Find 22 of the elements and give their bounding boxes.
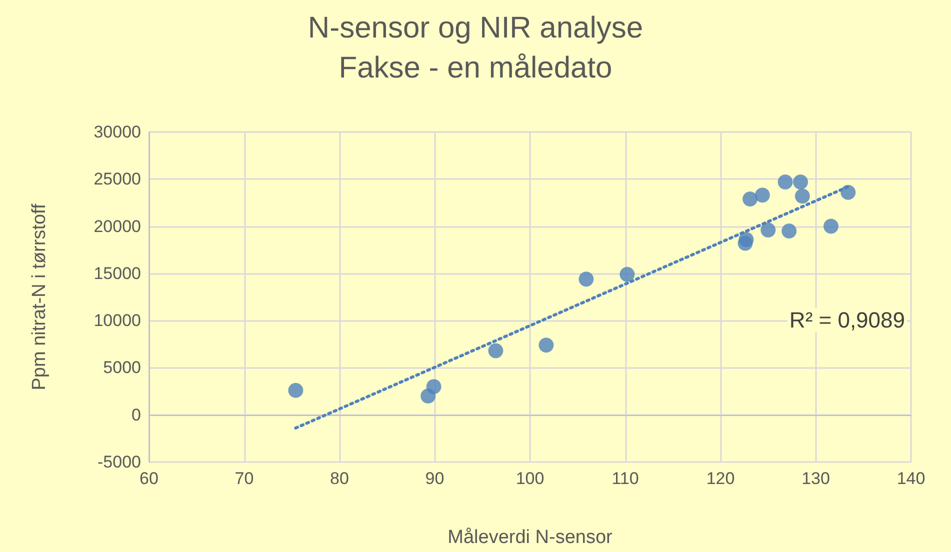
x-axis-title: Måleverdi N-sensor <box>448 527 614 548</box>
annotation: R² = 0,9089 <box>789 308 906 332</box>
y-tick-label: 5000 <box>103 358 141 378</box>
x-tick-label: 140 <box>896 469 926 488</box>
y-tick-label: -5000 <box>98 452 141 472</box>
y-axis-title: Ppm nitrat-N i tørrstoff <box>29 203 50 390</box>
y-tick-label: 15000 <box>94 264 141 283</box>
y-tick-label: 0 <box>132 405 141 424</box>
x-tick-label: 70 <box>234 469 254 488</box>
y-tick-label: 20000 <box>94 216 141 236</box>
x-tick-label: 110 <box>612 469 639 488</box>
x-tick-label: 60 <box>140 469 158 488</box>
x-tick-label: 120 <box>706 469 735 488</box>
chart-subtitle: Fakse - en måledato <box>338 52 612 84</box>
y-tick-label: 25000 <box>94 170 141 189</box>
x-tick-label: 90 <box>425 469 444 488</box>
chart-title: N-sensor og NIR analyse <box>308 12 644 44</box>
x-tick-label: 80 <box>330 469 349 488</box>
y-tick-label: 10000 <box>94 311 141 330</box>
y-tick-label: 30000 <box>94 122 141 142</box>
x-tick-label: 100 <box>516 469 544 488</box>
x-tick-label: 130 <box>802 469 830 488</box>
